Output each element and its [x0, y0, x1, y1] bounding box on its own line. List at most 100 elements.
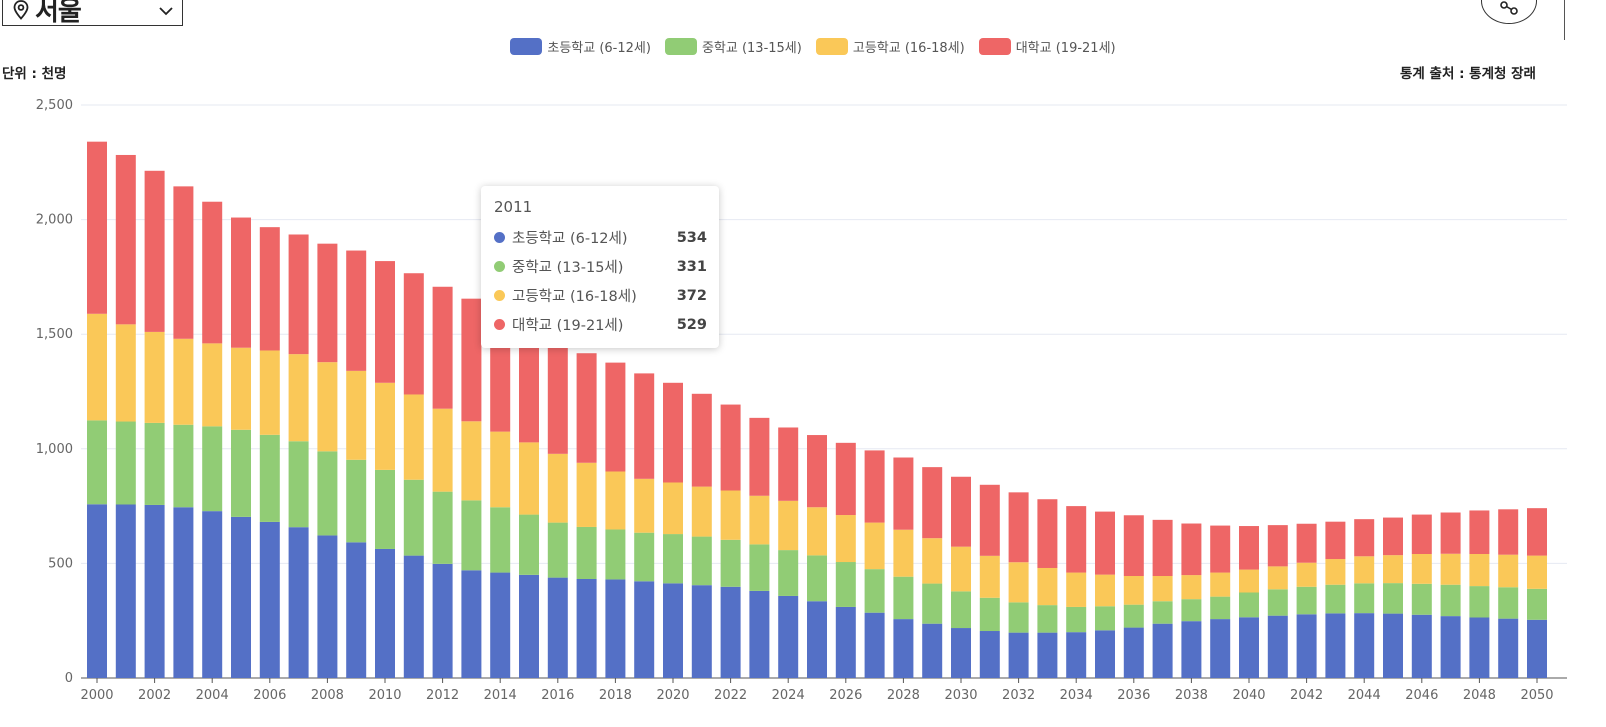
bar-segment: [663, 382, 683, 483]
x-tick-label: 2024: [772, 688, 805, 703]
bar-segment: [1008, 632, 1029, 678]
tooltip-value: 529: [676, 316, 707, 333]
bar-segment: [519, 574, 539, 678]
bar-segment: [375, 548, 395, 678]
bar-segment: [1037, 499, 1058, 568]
bar-segment: [605, 362, 626, 472]
bar-segment: [1440, 512, 1461, 554]
x-tick-label: 2040: [1232, 688, 1265, 703]
bar-segment: [1181, 599, 1202, 622]
legend-item-middle[interactable]: 중학교 (13-15세): [664, 34, 802, 58]
y-tick-label: 0: [65, 671, 73, 686]
bar-segment: [259, 227, 280, 351]
bar-segment: [1152, 601, 1173, 624]
bar-segment: [1354, 613, 1375, 678]
bar-segment: [807, 555, 827, 602]
bar-segment: [1498, 587, 1519, 619]
bar-segment: [144, 331, 165, 423]
bar-segment: [1411, 514, 1432, 555]
bar-segment: [1095, 574, 1115, 607]
bar-segment: [663, 482, 683, 535]
bar-segment: [490, 507, 511, 573]
x-tick-label: 2018: [599, 688, 632, 703]
tooltip-year: 2011: [494, 198, 533, 216]
bar-segment: [317, 535, 338, 678]
x-tick-label: 2048: [1463, 688, 1496, 703]
bar-segment: [231, 429, 251, 517]
bar-segment: [979, 597, 1000, 632]
bar-segment: [749, 495, 770, 545]
bar-segment: [1095, 606, 1115, 631]
bar-segment: [231, 217, 251, 348]
x-tick-label: 2010: [368, 688, 401, 703]
bar-segment: [1469, 586, 1490, 618]
bar-segment: [691, 393, 712, 487]
bar-segment: [835, 606, 856, 678]
bar-segment: [1411, 554, 1432, 584]
bar-segment: [173, 424, 194, 508]
bar-segment: [432, 491, 453, 564]
bar-segment: [519, 324, 539, 443]
bar-segment: [576, 353, 597, 463]
bar-segment: [432, 286, 453, 409]
bar-segment: [173, 507, 194, 678]
tooltip-row: 대학교 (19-21세) 529: [494, 310, 707, 339]
legend-label: 초등학교 (6-12세): [547, 40, 651, 56]
chevron-down-icon: [158, 1, 174, 20]
bar-segment: [951, 476, 971, 547]
bar-segment: [1152, 576, 1173, 602]
bar-segment: [749, 544, 770, 591]
bar-segment: [1037, 632, 1058, 678]
bar-segment: [1123, 627, 1144, 678]
bar-segment: [691, 486, 712, 537]
x-tick-label: 2004: [196, 688, 229, 703]
bar-segment: [720, 586, 741, 678]
tooltip-value: 331: [676, 258, 707, 275]
bar-segment: [951, 628, 971, 678]
bar-segment: [1527, 619, 1547, 678]
bar-segment: [1383, 613, 1403, 678]
bar-segment: [778, 500, 799, 551]
bar-segment: [1267, 615, 1288, 678]
tooltip-value: 372: [676, 287, 707, 304]
bar-segment: [346, 459, 367, 543]
x-tick-label: 2000: [80, 688, 113, 703]
bar-segment: [115, 154, 136, 325]
location-pin-icon: [13, 0, 29, 20]
bar-segment: [1440, 584, 1461, 617]
y-tick-label: 500: [48, 556, 73, 571]
bar-segment: [1008, 602, 1029, 633]
x-tick-label: 2022: [714, 688, 747, 703]
bar-segment: [461, 500, 482, 571]
bar-segment: [951, 546, 971, 592]
y-tick-label: 1,000: [36, 442, 73, 457]
legend-item-elementary[interactable]: 초등학교 (6-12세): [510, 34, 651, 58]
bar-segment: [1267, 525, 1288, 567]
bar-segment: [922, 623, 943, 678]
bar-segment: [259, 434, 280, 522]
legend-item-high[interactable]: 고등학교 (16-18세): [815, 34, 965, 58]
bar-segment: [864, 522, 885, 570]
bar-segment: [663, 583, 683, 678]
chart-legend: 초등학교 (6-12세) 중학교 (13-15세) 고등학교 (16-18세) …: [0, 34, 1606, 58]
bar-segment: [202, 511, 223, 678]
bar-segment: [375, 261, 395, 383]
bar-segment: [1210, 619, 1231, 678]
x-tick-label: 2016: [541, 688, 574, 703]
region-select[interactable]: 서울: [2, 0, 183, 27]
bar-segment: [835, 442, 856, 516]
legend-item-university[interactable]: 대학교 (19-21세): [978, 34, 1116, 58]
bar-segment: [375, 382, 395, 470]
bar-segment: [461, 421, 482, 501]
bar-segment: [605, 471, 626, 530]
bar-segment: [432, 563, 453, 678]
bar-segment: [1296, 523, 1317, 563]
bar-segment: [461, 298, 482, 422]
bar-segment: [1411, 583, 1432, 615]
bar-segment: [922, 467, 943, 539]
bar-segment: [1037, 567, 1058, 606]
bar-segment: [1239, 569, 1259, 593]
bar-segment: [979, 631, 1000, 678]
bar-segment: [87, 420, 107, 505]
bar-segment: [1383, 517, 1403, 556]
